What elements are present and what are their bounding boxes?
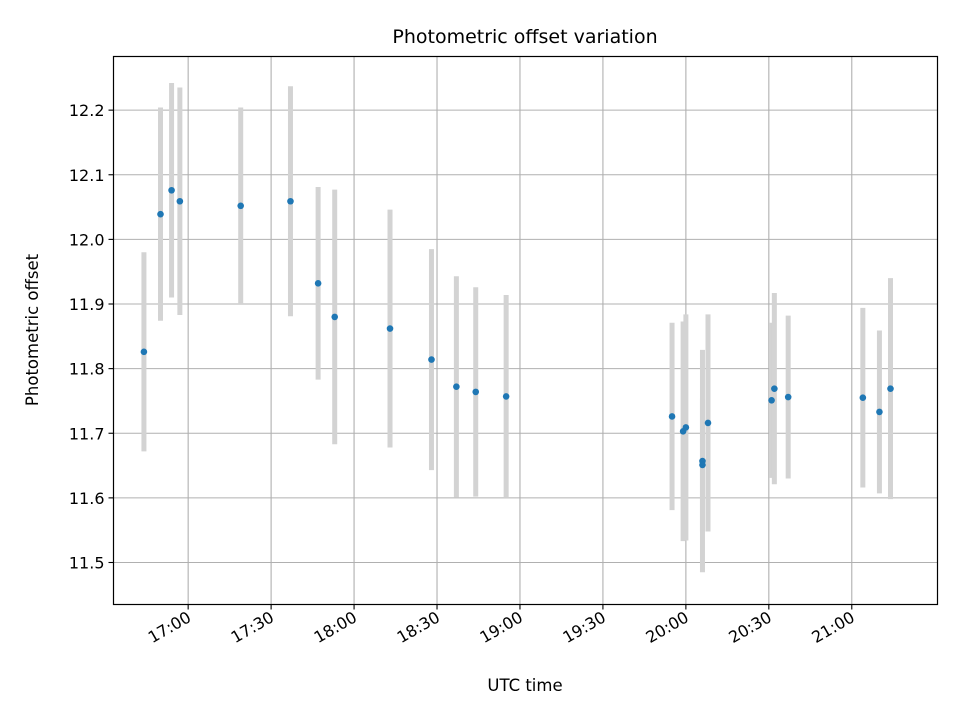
y-axis-ticks: 11.5 11.6 11.7 11.8 11.9 12.0 12.1 12.2 xyxy=(69,101,114,572)
data-point xyxy=(887,385,894,392)
y-tick-label: 11.9 xyxy=(69,295,105,314)
data-point xyxy=(157,210,164,218)
data-point xyxy=(502,393,510,400)
data-point xyxy=(168,186,175,194)
x-axis-title: UTC time xyxy=(487,676,562,695)
y-tick-label: 11.7 xyxy=(69,424,105,443)
plot-area-frame xyxy=(112,55,939,606)
data-point xyxy=(176,197,184,205)
y-tick-label: 12.0 xyxy=(69,230,105,249)
data-point xyxy=(699,461,706,469)
data-point xyxy=(140,348,148,356)
data-point xyxy=(428,356,435,363)
y-tick-label: 12.2 xyxy=(69,101,105,120)
data-point xyxy=(784,393,792,401)
y-tick-label: 11.8 xyxy=(69,360,105,379)
data-point xyxy=(331,313,339,321)
data-point xyxy=(668,413,676,420)
y-tick-label: 11.5 xyxy=(69,553,105,572)
data-point xyxy=(237,202,244,210)
data-point xyxy=(453,383,460,391)
data-point xyxy=(287,197,294,205)
data-point xyxy=(386,325,394,332)
data-point xyxy=(768,396,775,404)
y-axis-title: Photometric offset xyxy=(23,253,42,406)
data-point xyxy=(859,394,867,402)
data-point xyxy=(876,408,883,416)
grid-lines xyxy=(113,56,938,605)
data-point xyxy=(704,419,712,427)
data-point xyxy=(314,280,322,287)
data-point xyxy=(682,424,690,431)
data-points xyxy=(140,186,894,469)
y-tick-label: 12.1 xyxy=(69,166,105,185)
y-tick-label: 11.6 xyxy=(69,489,105,508)
data-point xyxy=(472,388,480,396)
data-point xyxy=(771,385,778,392)
chart-title: Photometric offset variation xyxy=(392,26,657,48)
